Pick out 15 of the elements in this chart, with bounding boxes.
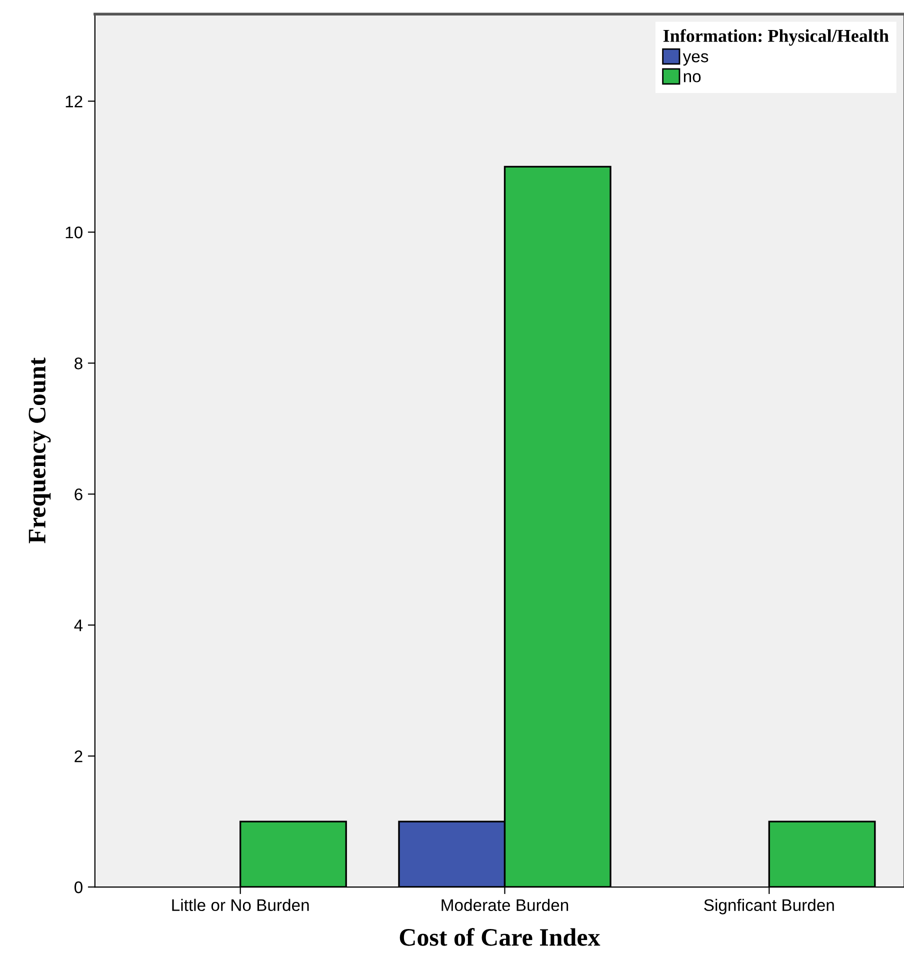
y-tick-label: 12	[66, 96, 82, 108]
y-axis-title: Frequency Count	[28, 357, 51, 544]
x-tick-label: Moderate Burden	[442, 898, 568, 912]
x-tick-label: Little or No Burden	[172, 898, 309, 912]
x-tick-label: Signficant Burden	[704, 898, 834, 914]
y-tick-label: 0	[74, 881, 82, 894]
y-tick-label: 10	[66, 226, 82, 238]
x-axis-title: Cost of Care Index	[400, 928, 600, 946]
legend-title: Information: Physical/Health	[663, 29, 889, 46]
y-tick-label: 8	[74, 358, 82, 370]
legend-label: yes	[682, 53, 708, 66]
legend-label: no	[684, 73, 701, 82]
y-tick-label: 4	[74, 620, 83, 632]
y-tick-label: 6	[74, 488, 82, 500]
y-tick-label: 2	[74, 750, 82, 762]
